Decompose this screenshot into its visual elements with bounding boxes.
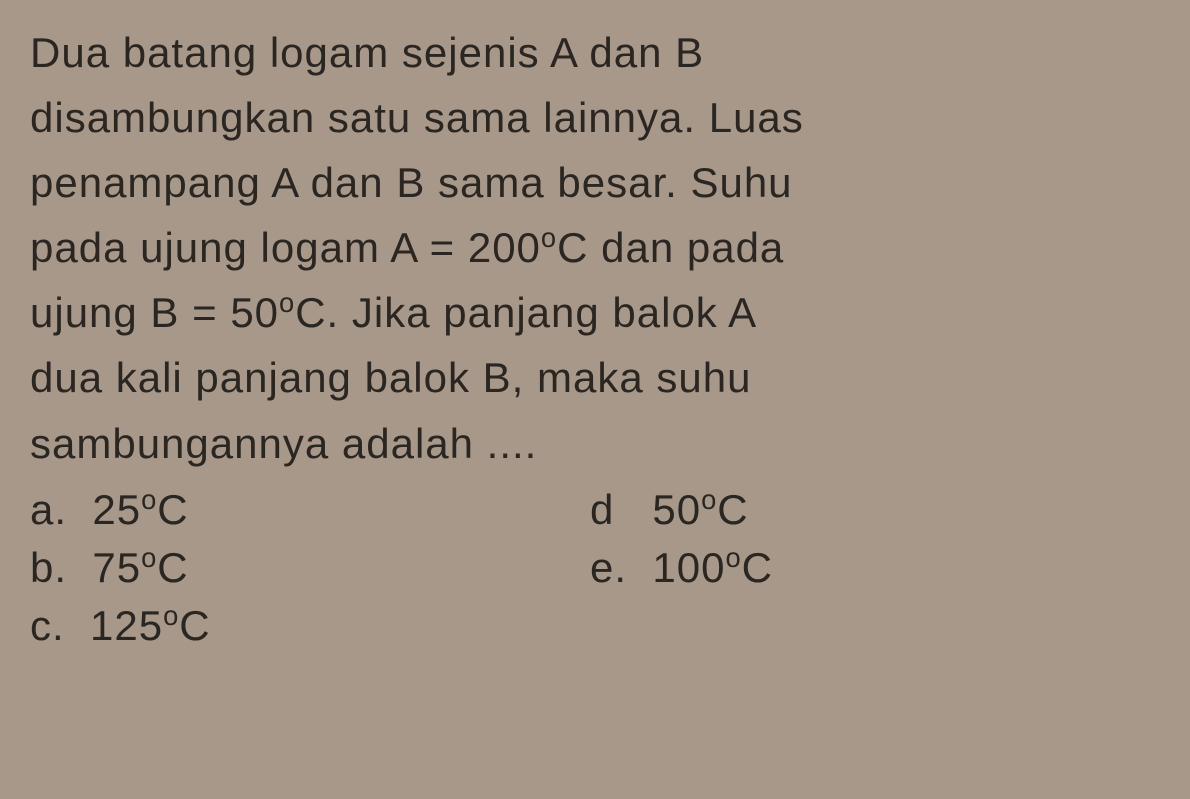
option-c-unit: C: [179, 602, 210, 649]
options-row-1: a. 25oC d 50oC: [30, 484, 1160, 534]
option-c: c. 125oC: [30, 600, 590, 650]
option-e-value: 100: [652, 544, 725, 591]
question-text: Dua batang logam sejenis A dan B disambu…: [30, 20, 1160, 476]
option-e-unit: C: [742, 544, 773, 591]
option-d-label: d: [590, 486, 614, 533]
option-b: b. 75oC: [30, 542, 590, 592]
question-line-1: Dua batang logam sejenis A dan B: [30, 29, 704, 76]
degree-symbol: o: [701, 484, 717, 515]
option-d-value: 50: [652, 486, 701, 533]
option-b-label: b.: [30, 544, 67, 591]
options-row-3: c. 125oC: [30, 600, 1160, 650]
option-c-value: 125: [90, 602, 163, 649]
option-e: e. 100oC: [590, 542, 773, 592]
option-a: a. 25oC: [30, 484, 590, 534]
question-line-4-part2: C dan pada: [557, 224, 784, 271]
question-line-3: penampang A dan B sama besar. Suhu: [30, 159, 793, 206]
question-line-5-part2: C. Jika panjang balok A: [295, 289, 757, 336]
option-c-label: c.: [30, 602, 65, 649]
degree-symbol: o: [141, 542, 157, 573]
degree-symbol: o: [163, 600, 179, 631]
option-a-label: a.: [30, 486, 67, 533]
degree-symbol: o: [141, 484, 157, 515]
degree-symbol: o: [279, 287, 295, 318]
option-b-unit: C: [157, 544, 188, 591]
question-line-4-part1: pada ujung logam A = 200: [30, 224, 541, 271]
option-a-value: 25: [92, 486, 141, 533]
option-d: d 50oC: [590, 484, 749, 534]
option-a-unit: C: [157, 486, 188, 533]
degree-symbol: o: [725, 542, 741, 573]
degree-symbol: o: [541, 222, 557, 253]
question-line-5-part1: ujung B = 50: [30, 289, 279, 336]
option-d-unit: C: [717, 486, 748, 533]
option-e-label: e.: [590, 544, 627, 591]
question-line-6: dua kali panjang balok B, maka suhu: [30, 354, 751, 401]
question-line-7: sambungannya adalah ....: [30, 420, 537, 467]
option-b-value: 75: [92, 544, 141, 591]
question-line-2: disambungkan satu sama lainnya. Luas: [30, 94, 804, 141]
options-container: a. 25oC d 50oC b. 75oC e. 100oC c. 125oC: [30, 484, 1160, 650]
options-row-2: b. 75oC e. 100oC: [30, 542, 1160, 592]
